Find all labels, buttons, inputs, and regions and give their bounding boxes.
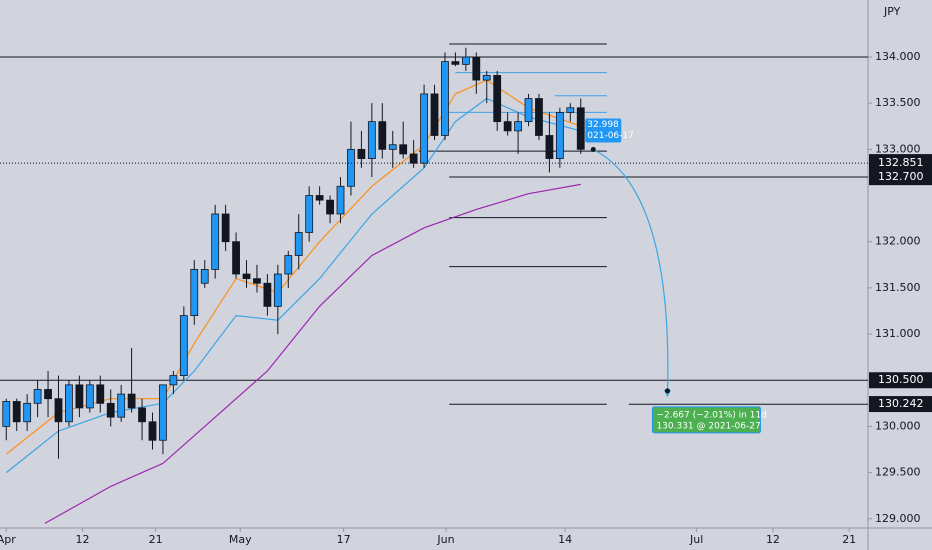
x-tick-label: 12 — [766, 533, 780, 546]
candle-body — [514, 121, 522, 132]
candle-body — [106, 402, 115, 418]
y-tick-label: 134.000 — [875, 50, 921, 63]
candle-body — [347, 148, 355, 187]
candle-body — [54, 398, 63, 423]
candle-body — [221, 213, 230, 243]
candle-body — [44, 389, 52, 400]
price-badge-label: 132.700 — [878, 170, 924, 183]
x-tick-label: 21 — [842, 533, 856, 546]
candle-body — [524, 98, 533, 123]
callout-text: 130.331 @ 2021-06-27 — [656, 421, 760, 431]
last-price-label: 132.851 — [878, 156, 924, 169]
candle-body — [2, 401, 11, 427]
candle-body — [242, 273, 251, 280]
y-tick-label: 131.500 — [875, 281, 921, 294]
candle-body — [65, 384, 73, 423]
candle-body — [253, 278, 261, 284]
candle-body — [127, 393, 136, 409]
y-tick-label: 129.000 — [875, 512, 921, 525]
candle-body — [388, 144, 397, 150]
candle-body — [263, 282, 272, 307]
candle-body — [315, 195, 324, 201]
projection-arrow — [593, 148, 669, 396]
price-badge-label: 130.242 — [878, 397, 924, 410]
candle-body — [23, 402, 32, 423]
candle-body — [159, 384, 167, 441]
callout-text: 32.998 — [587, 120, 619, 130]
candle-body — [33, 389, 42, 404]
y-tick-label: 131.000 — [875, 327, 921, 340]
candle-body — [138, 407, 146, 423]
candle-body — [336, 185, 345, 215]
candle-body — [461, 56, 470, 65]
candle-body — [12, 401, 21, 423]
candle-body — [482, 75, 491, 81]
candle-body — [378, 121, 387, 150]
candle-body — [96, 384, 105, 404]
callout-box — [651, 406, 761, 434]
candle-body — [200, 269, 209, 284]
candle-body — [367, 121, 376, 159]
moving-average — [44, 183, 581, 524]
y-tick-label: 129.500 — [875, 466, 921, 479]
price-badge — [869, 372, 932, 389]
candle-body — [399, 144, 408, 155]
candle-body — [326, 199, 334, 215]
candle-body — [284, 255, 293, 275]
candle-body — [273, 273, 282, 307]
projection-start — [590, 147, 596, 153]
candle-body — [430, 93, 439, 136]
candle-body — [148, 421, 157, 441]
currency-label: JPY — [883, 5, 901, 18]
callout-text: 021-06-17 — [587, 131, 634, 141]
candle-body — [420, 93, 428, 164]
candle-body — [294, 232, 303, 256]
y-tick-label: 133.500 — [875, 96, 921, 109]
candle-body — [535, 98, 543, 136]
price-badge-label: 130.500 — [878, 373, 924, 386]
candle-body — [555, 111, 564, 159]
x-tick-label: Jul — [689, 533, 703, 546]
candle-body — [75, 384, 84, 409]
x-tick-label: Apr — [0, 533, 16, 546]
candle-body — [409, 153, 418, 164]
x-tick-label: May — [229, 533, 252, 546]
x-tick-label: 21 — [149, 533, 163, 546]
price-badge — [869, 169, 932, 186]
callout-box — [585, 118, 622, 143]
x-tick-label: 17 — [337, 533, 351, 546]
candle-body — [190, 269, 199, 316]
candle-body — [117, 393, 126, 418]
candle-body — [232, 241, 240, 275]
y-tick-label: 133.000 — [875, 142, 921, 155]
candle-body — [493, 75, 502, 123]
candle-body — [169, 375, 178, 386]
callout-text: −2.667 (−2.01%) in 11d — [656, 410, 766, 420]
y-tick-label: 132.000 — [875, 235, 921, 248]
candle-body — [441, 61, 449, 136]
candle-body — [472, 56, 481, 81]
x-tick-label: 14 — [558, 533, 572, 546]
candle-body — [305, 195, 314, 233]
candle-body — [576, 107, 585, 150]
x-tick-label: 12 — [76, 533, 90, 546]
price-badge — [869, 396, 932, 413]
projection-end — [664, 388, 670, 394]
candle-body — [211, 213, 220, 270]
candle-body — [85, 384, 94, 409]
x-tick-label: Jun — [436, 533, 454, 546]
candle-body — [451, 61, 460, 65]
candle-body — [566, 107, 575, 113]
y-tick-label: 130.000 — [875, 419, 921, 432]
candle-body — [357, 148, 366, 159]
candle-body — [179, 315, 188, 377]
candle-body — [503, 121, 512, 132]
candle-body — [545, 135, 554, 159]
